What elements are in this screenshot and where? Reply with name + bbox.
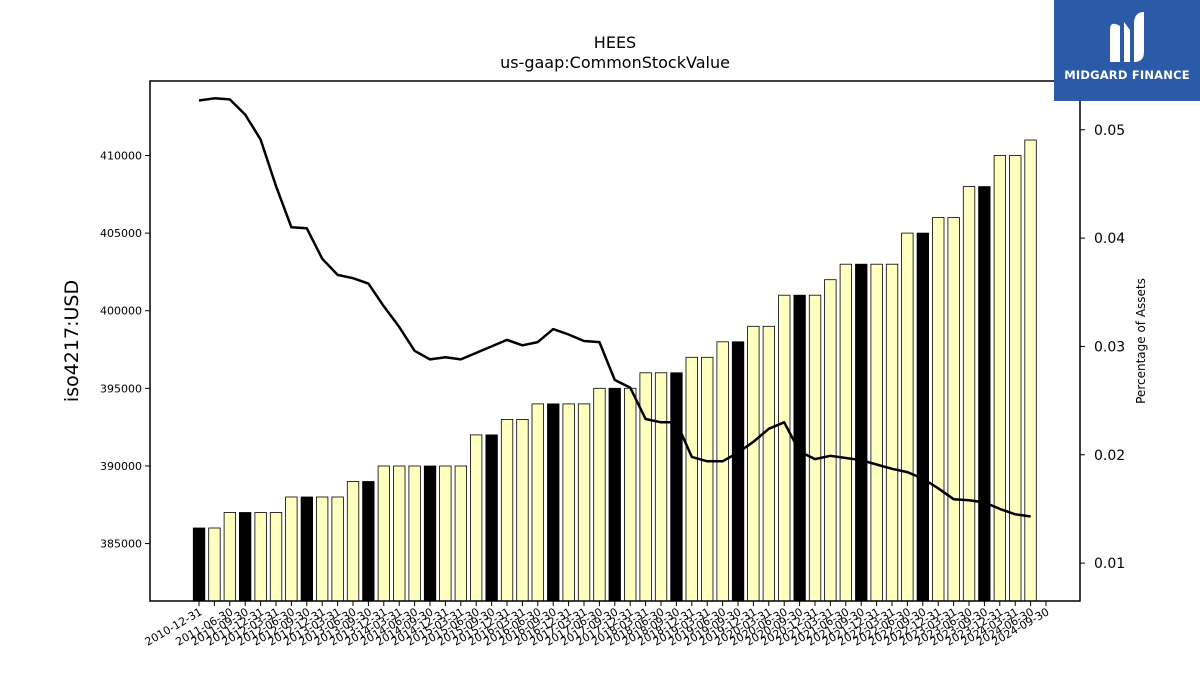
bar-2015-09-30 — [485, 434, 498, 602]
bar-2024-03-31 — [1009, 155, 1022, 602]
bar-2019-03-31 — [701, 356, 714, 602]
y-tick-label: 395000 — [100, 382, 142, 395]
bar-2020-12-31 — [808, 294, 822, 602]
logo-mark-icon — [1110, 12, 1144, 62]
y2-axis-ticks: 0.01 0.02 0.03 0.04 0.05 — [1080, 123, 1125, 572]
bar-2013-09-30 — [362, 481, 375, 602]
y2-tick-label: 0.01 — [1094, 556, 1125, 572]
bar-2021-09-30 — [855, 263, 868, 602]
bar-2024-06-30 — [1024, 139, 1037, 602]
bar-2017-12-31 — [624, 387, 637, 602]
bar-2016-12-31 — [562, 403, 575, 602]
y-axis-ticks: 385000 390000 395000 400000 405000 410000 — [100, 150, 150, 551]
bar-2011-03-31 — [208, 527, 221, 602]
y2-axis-label: Percentage of Assets — [1134, 278, 1148, 404]
bar-2011-12-31 — [254, 512, 267, 602]
chart-subtitle: us-gaap:CommonStockValue — [500, 53, 730, 72]
bar-2020-03-31 — [762, 325, 775, 602]
bar-2013-03-31 — [331, 496, 344, 602]
bar-2012-03-31 — [269, 512, 283, 602]
bar-2014-06-30 — [408, 465, 421, 602]
bar-2011-06-30 — [223, 512, 237, 602]
bar-2018-06-30 — [654, 372, 668, 602]
bar-2014-12-31 — [439, 465, 452, 602]
y-tick-label: 385000 — [100, 538, 142, 551]
bar-2016-06-30 — [531, 403, 544, 602]
bar-2014-03-31 — [393, 465, 406, 602]
y-tick-label: 390000 — [100, 460, 142, 473]
y2-tick-label: 0.04 — [1094, 231, 1125, 247]
bar-2011-09-30 — [238, 512, 252, 602]
bar-2013-12-31 — [377, 465, 391, 602]
x-axis-ticks: 2010-12-312011-06-302011-09-302011-12-31… — [143, 601, 1052, 649]
bar-2019-06-30 — [716, 341, 729, 602]
bar-2017-09-30 — [608, 387, 621, 602]
chart-title: HEES — [594, 33, 636, 52]
y2-tick-label: 0.05 — [1094, 123, 1125, 139]
bar-2015-06-30 — [469, 434, 483, 602]
bar-2017-03-31 — [577, 403, 591, 602]
bar-2023-06-30 — [962, 186, 976, 602]
bar-2021-12-31 — [870, 263, 883, 602]
logo-text: MIDGARD FINANCE — [1064, 68, 1190, 82]
bar-series — [192, 139, 1037, 602]
bar-2010-12-31 — [192, 527, 206, 602]
y2-tick-label: 0.02 — [1094, 448, 1125, 464]
bar-2023-12-31 — [993, 155, 1006, 602]
bar-2020-06-30 — [778, 294, 791, 602]
bar-2015-03-31 — [454, 465, 468, 602]
bar-2012-06-30 — [285, 496, 298, 602]
bar-2022-03-31 — [885, 263, 899, 602]
bar-2022-12-31 — [932, 217, 945, 602]
bar-2023-03-31 — [947, 217, 960, 602]
y-tick-label: 400000 — [100, 305, 142, 318]
y2-tick-label: 0.03 — [1094, 339, 1125, 355]
y-tick-label: 410000 — [100, 150, 142, 163]
bar-2019-09-30 — [731, 341, 745, 602]
bar-2015-12-31 — [500, 418, 514, 602]
bar-2022-09-30 — [916, 232, 929, 602]
bar-2012-09-30 — [300, 496, 314, 602]
y-axis-label: iso4217:USD — [61, 280, 83, 402]
bar-2018-09-30 — [670, 372, 683, 602]
bar-2021-06-30 — [839, 263, 852, 602]
bar-2016-03-31 — [516, 418, 529, 602]
percentage-of-assets-line — [198, 97, 1031, 518]
bar-2018-03-31 — [639, 372, 652, 602]
bar-2016-09-30 — [547, 403, 560, 602]
bar-2013-06-30 — [346, 481, 360, 602]
bar-2020-09-30 — [793, 294, 806, 602]
bar-2019-12-31 — [747, 325, 760, 602]
bar-2023-09-30 — [978, 186, 991, 602]
y-tick-label: 405000 — [100, 227, 142, 240]
bar-2022-06-30 — [901, 232, 914, 602]
bar-2017-06-30 — [593, 387, 606, 602]
bar-2021-03-31 — [824, 279, 837, 602]
bar-2014-09-30 — [423, 465, 437, 602]
bar-2012-12-31 — [315, 496, 329, 602]
bar-2018-12-31 — [685, 356, 698, 602]
midgard-finance-logo: MIDGARD FINANCE — [1054, 0, 1200, 101]
